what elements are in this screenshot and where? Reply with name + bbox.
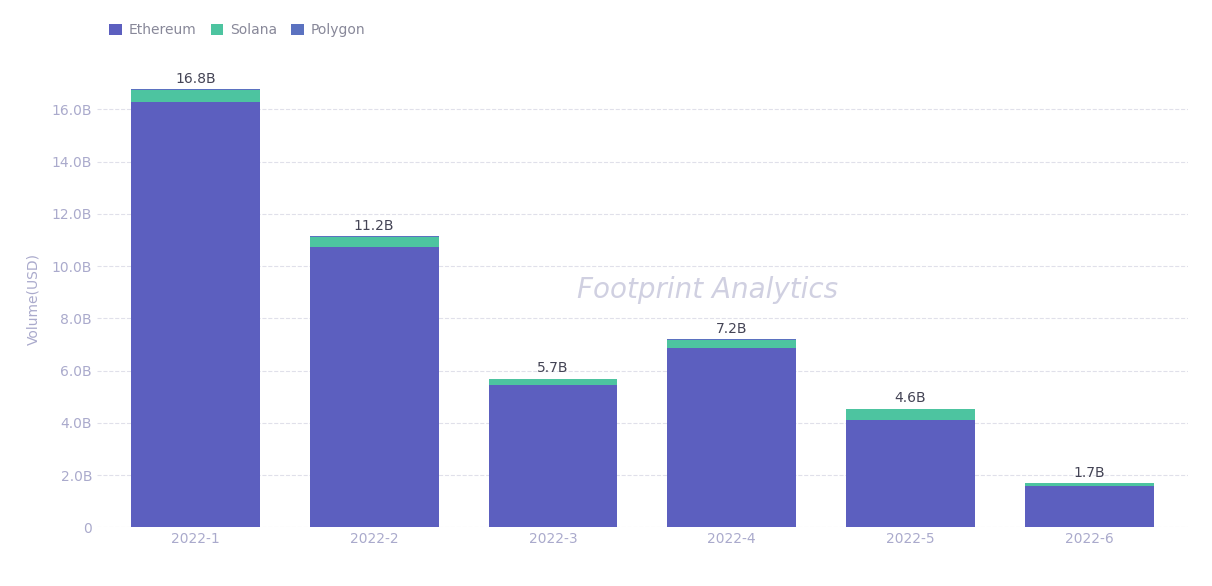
Bar <box>310 237 439 247</box>
Text: 1.7B: 1.7B <box>1074 466 1105 480</box>
Bar <box>488 379 617 385</box>
Bar <box>846 410 974 420</box>
Text: 7.2B: 7.2B <box>716 322 748 336</box>
Bar <box>668 339 796 340</box>
Bar <box>310 247 439 527</box>
Bar <box>131 90 259 101</box>
Bar <box>846 408 974 410</box>
Text: 11.2B: 11.2B <box>354 219 394 233</box>
Bar <box>668 349 796 527</box>
Bar <box>488 385 617 527</box>
Bar <box>668 340 796 349</box>
Bar <box>310 236 439 237</box>
Text: 5.7B: 5.7B <box>537 362 568 376</box>
Bar <box>1025 486 1154 527</box>
Y-axis label: Volume(USD): Volume(USD) <box>27 253 40 345</box>
Bar <box>1025 483 1154 486</box>
Text: Footprint Analytics: Footprint Analytics <box>577 276 839 304</box>
Bar <box>131 101 259 527</box>
Legend: Ethereum, Solana, Polygon: Ethereum, Solana, Polygon <box>104 18 371 43</box>
Bar <box>846 420 974 527</box>
Text: 16.8B: 16.8B <box>175 72 216 86</box>
Text: 4.6B: 4.6B <box>894 391 926 406</box>
Bar <box>131 89 259 90</box>
